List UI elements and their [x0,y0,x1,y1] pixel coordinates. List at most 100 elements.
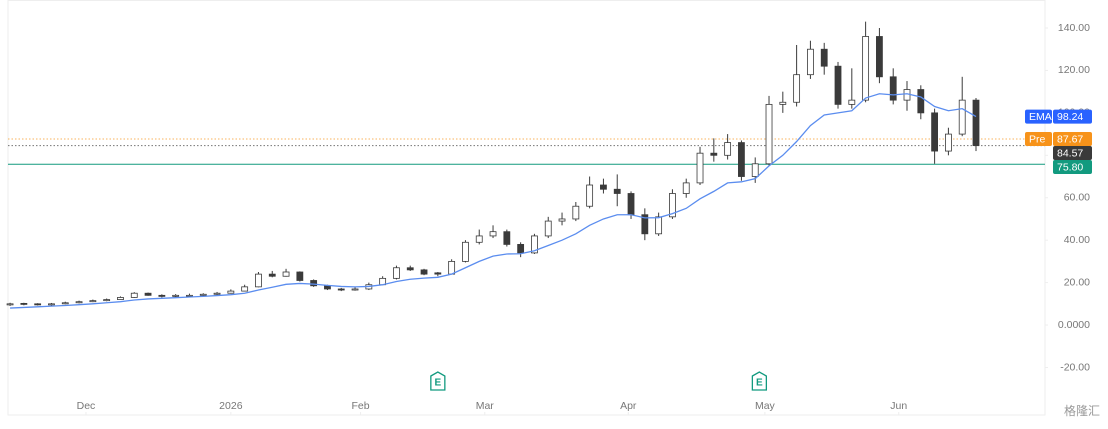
y-tick-label: -20.00 [1060,361,1090,373]
candle-body [48,303,55,306]
candle-body [158,294,166,297]
candle-body [889,76,897,101]
candle-body [130,292,138,298]
candle-body [917,89,925,114]
candle-body [351,288,359,291]
earnings-marker[interactable]: E [751,371,768,391]
candle-body [434,272,442,275]
candle-body [117,297,124,300]
candle-body [586,184,594,207]
candle-body [103,299,111,302]
candle-body [186,294,193,297]
candle-body [255,273,262,288]
candle-body [268,273,276,277]
x-tick-label: Mar [476,400,495,412]
price-label: 84.57 [1057,147,1083,159]
candle-body [834,65,842,105]
candle-body [682,182,690,194]
candle-body [89,300,97,303]
price-label: 98.24 [1057,111,1083,123]
candle-body [296,271,304,281]
price-name: EMA [1029,111,1052,123]
candle-body [710,152,718,156]
candle-body [848,99,856,105]
candle-body [75,301,83,304]
earnings-label: E [756,378,763,389]
price-label-box [1053,132,1092,147]
earnings-icon [751,371,768,391]
candle-body [310,280,318,287]
candle-body [517,244,525,254]
x-tick-label: Jun [890,400,907,412]
candle-body [448,260,456,275]
candle-body [779,101,787,105]
plot-frame [7,0,1046,416]
x-tick-label: May [755,400,776,412]
candle-body [406,267,414,271]
candle-body [696,152,704,184]
candle-body [931,112,939,152]
price-name-box [1025,132,1052,147]
earnings-marker[interactable]: E [430,371,446,391]
candle-body [972,99,980,147]
candle-body [876,36,883,78]
earnings-icon [430,371,446,391]
ema-line [10,93,977,309]
candle-body [282,271,290,277]
candle-body [751,163,759,177]
candle-body [475,235,483,243]
x-tick-label: Feb [352,400,370,412]
candle-body [34,303,42,306]
candle-body [337,288,345,291]
candle-body [669,193,676,218]
candle-body [765,103,773,165]
y-tick-label: 0.0000 [1058,319,1090,331]
candle-body [613,188,621,194]
candle-body [655,216,663,235]
price-label-box [1053,146,1092,161]
candle-body [531,235,538,254]
candle-body [820,48,828,67]
price-name: Pre [1029,133,1046,145]
candle-body [724,142,732,156]
candle-body [641,214,649,235]
y-tick-label: 40.00 [1064,234,1090,246]
candle-body [324,285,331,290]
candle-body [420,269,428,275]
candle-body [793,74,801,103]
candle-body [807,48,814,76]
candle-body [199,293,207,296]
x-tick-label: Apr [620,400,637,412]
candle-body [241,286,249,292]
candle-body [958,99,966,135]
price-name-box [1025,109,1052,124]
candle-body [6,303,14,306]
candle-body [144,292,152,296]
candle-body [462,241,469,262]
candle-body [503,231,511,245]
candle-body [393,267,400,279]
earnings-label: E [435,378,442,389]
x-tick-label: Dec [77,400,96,412]
candle-body [489,231,497,237]
candle-body [558,218,566,222]
candle-body [627,193,635,216]
price-label: 75.80 [1057,161,1083,173]
y-tick-label: 140.00 [1058,22,1090,34]
price-label: 87.67 [1057,133,1083,145]
candle-body [20,302,28,305]
candle-body [172,294,180,297]
y-tick-label: 20.00 [1064,276,1090,288]
price-label-box [1053,160,1092,175]
candle-body [600,184,607,190]
candle-body [61,302,69,305]
x-tick-label: 2026 [219,400,243,412]
candle-body [945,133,952,152]
candle-body [544,220,552,237]
candle-body [213,292,221,295]
candle-body [738,142,745,177]
candle-body [862,36,870,101]
price-label-box [1053,109,1092,124]
watermark: 格隆汇 [1064,403,1100,418]
